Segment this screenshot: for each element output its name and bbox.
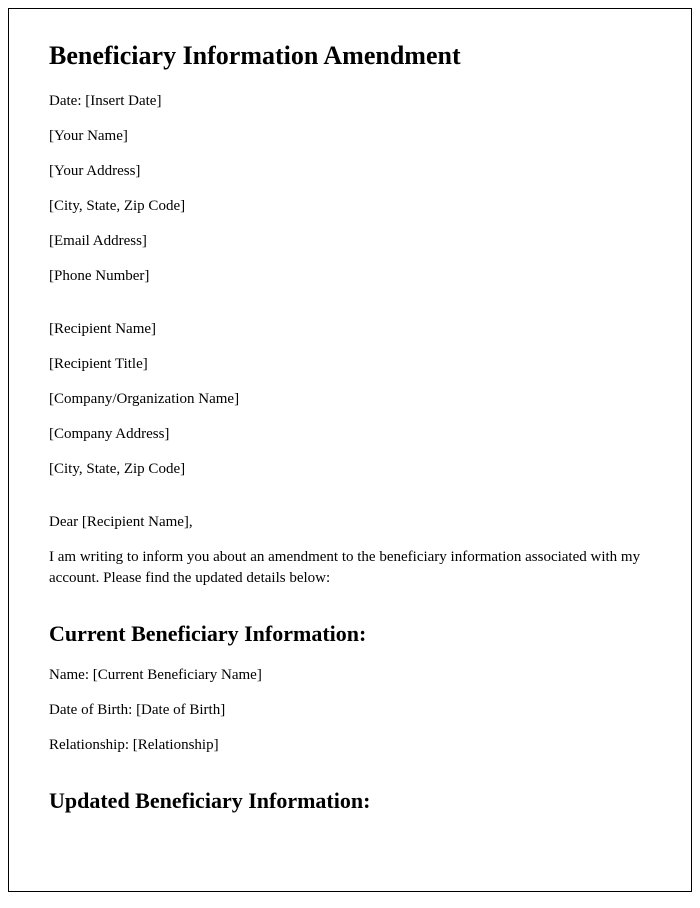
sender-phone: [Phone Number] bbox=[49, 266, 651, 287]
intro-paragraph: I am writing to inform you about an amen… bbox=[49, 547, 651, 589]
document-title: Beneficiary Information Amendment bbox=[49, 41, 651, 71]
current-beneficiary-name: Name: [Current Beneficiary Name] bbox=[49, 665, 651, 686]
recipient-name: [Recipient Name] bbox=[49, 319, 651, 340]
current-beneficiary-dob: Date of Birth: [Date of Birth] bbox=[49, 700, 651, 721]
salutation: Dear [Recipient Name], bbox=[49, 512, 651, 533]
sender-city-state-zip: [City, State, Zip Code] bbox=[49, 196, 651, 217]
sender-name: [Your Name] bbox=[49, 126, 651, 147]
sender-email: [Email Address] bbox=[49, 231, 651, 252]
spacer bbox=[49, 494, 651, 512]
document-page: Beneficiary Information Amendment Date: … bbox=[8, 8, 692, 892]
updated-section-heading: Updated Beneficiary Information: bbox=[49, 788, 651, 814]
spacer bbox=[49, 301, 651, 319]
recipient-address: [Company Address] bbox=[49, 424, 651, 445]
sender-date: Date: [Insert Date] bbox=[49, 91, 651, 112]
current-section-heading: Current Beneficiary Information: bbox=[49, 621, 651, 647]
current-beneficiary-relationship: Relationship: [Relationship] bbox=[49, 735, 651, 756]
sender-address: [Your Address] bbox=[49, 161, 651, 182]
recipient-title: [Recipient Title] bbox=[49, 354, 651, 375]
recipient-city-state-zip: [City, State, Zip Code] bbox=[49, 459, 651, 480]
recipient-company: [Company/Organization Name] bbox=[49, 389, 651, 410]
